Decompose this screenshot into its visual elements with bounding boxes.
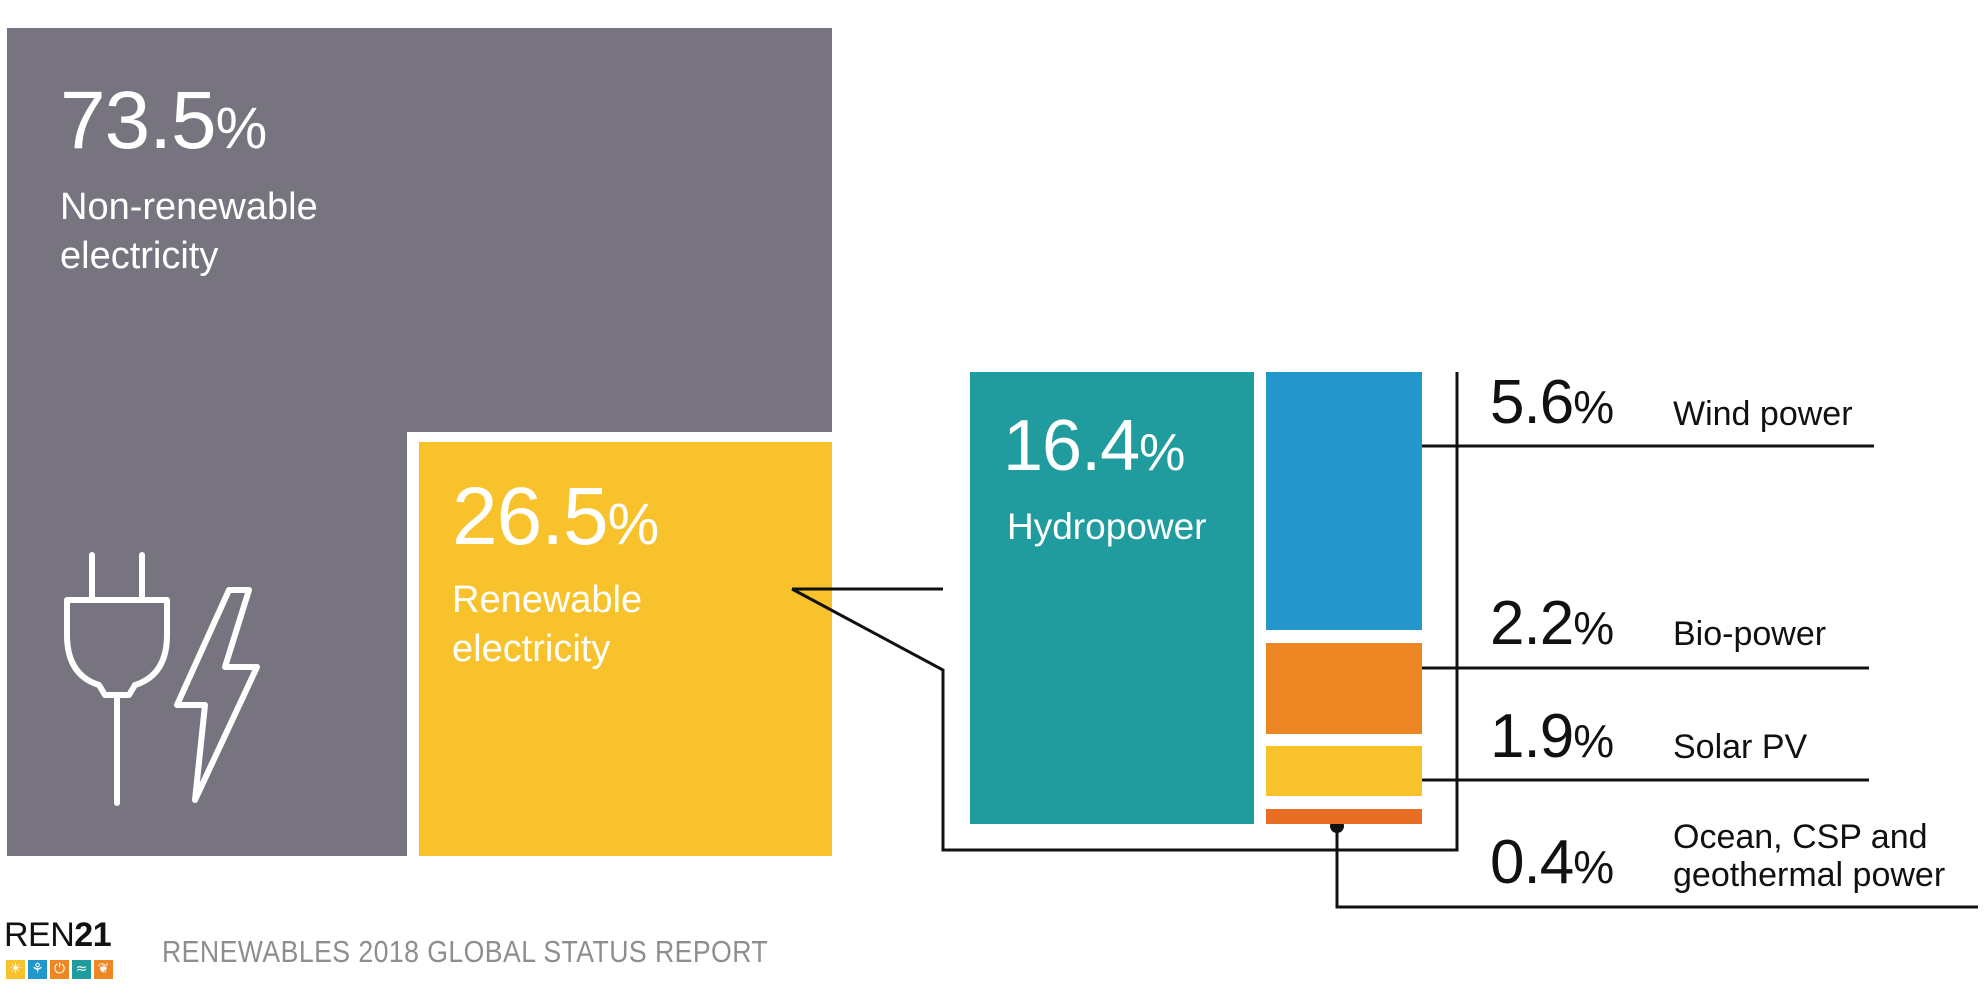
leaf-icon: ❦ <box>94 960 113 979</box>
non-renewable-percent: 73.5% <box>60 75 267 166</box>
ocean-csp-geothermal-percent: 0.4% <box>1490 828 1614 897</box>
connector-bracket <box>791 372 1459 852</box>
report-title: RENEWABLES 2018 GLOBAL STATUS REPORT <box>162 934 769 969</box>
renewable-percent: 26.5% <box>452 471 659 562</box>
wind-power-label: Wind power <box>1673 395 1853 433</box>
non-renewable-label: Non-renewable electricity <box>60 186 318 277</box>
ren21-logo: REN21 <box>4 916 112 954</box>
hydropower-percent: 16.4% <box>1003 406 1185 486</box>
water-icon: ≈ <box>72 960 91 979</box>
renewable-block <box>419 442 832 856</box>
solar-pv-percent: 1.9% <box>1490 702 1614 771</box>
ocean-csp-geothermal-label: Ocean, CSP and geothermal power <box>1673 818 1946 894</box>
plug-icon <box>64 552 170 806</box>
ren21-logo-icons: ☀ ⚘ ⏻ ≈ ❦ <box>6 960 113 979</box>
hydropower-label: Hydropower <box>1007 506 1207 547</box>
lightning-icon <box>174 587 260 803</box>
bio-power-label: Bio-power <box>1673 615 1827 653</box>
bio-power-percent: 2.2% <box>1490 589 1614 658</box>
wind-power-segment <box>1266 372 1422 630</box>
power-icon: ⏻ <box>50 960 69 979</box>
leader-ocean <box>1335 826 1978 909</box>
solar-pv-label: Solar PV <box>1673 728 1808 766</box>
renewable-label: Renewable electricity <box>452 579 643 670</box>
ocean-csp-geothermal-segment <box>1266 809 1422 824</box>
sun-icon: ☀ <box>6 960 25 979</box>
wind-icon: ⚘ <box>28 960 47 979</box>
wind-power-percent: 5.6% <box>1490 368 1614 437</box>
solar-pv-segment <box>1266 746 1422 796</box>
bio-power-segment <box>1266 643 1422 734</box>
hydropower-block <box>970 372 1254 824</box>
